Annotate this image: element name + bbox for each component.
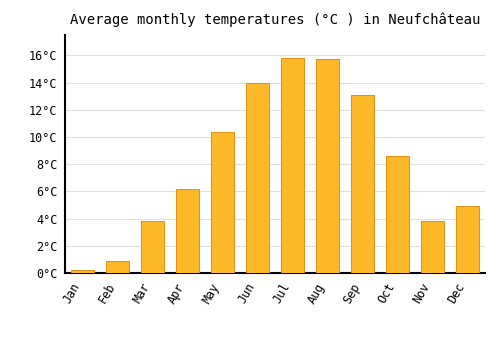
Bar: [316, 60, 339, 273]
Bar: [106, 261, 129, 273]
Bar: [281, 58, 304, 273]
Bar: [421, 221, 444, 273]
Bar: [141, 221, 164, 273]
Bar: [456, 206, 479, 273]
Bar: [211, 132, 234, 273]
Title: Average monthly temperatures (°C ) in Neufchâteau: Average monthly temperatures (°C ) in Ne…: [70, 12, 480, 27]
Bar: [386, 156, 409, 273]
Bar: [176, 189, 199, 273]
Bar: [351, 95, 374, 273]
Bar: [71, 270, 94, 273]
Bar: [246, 83, 269, 273]
